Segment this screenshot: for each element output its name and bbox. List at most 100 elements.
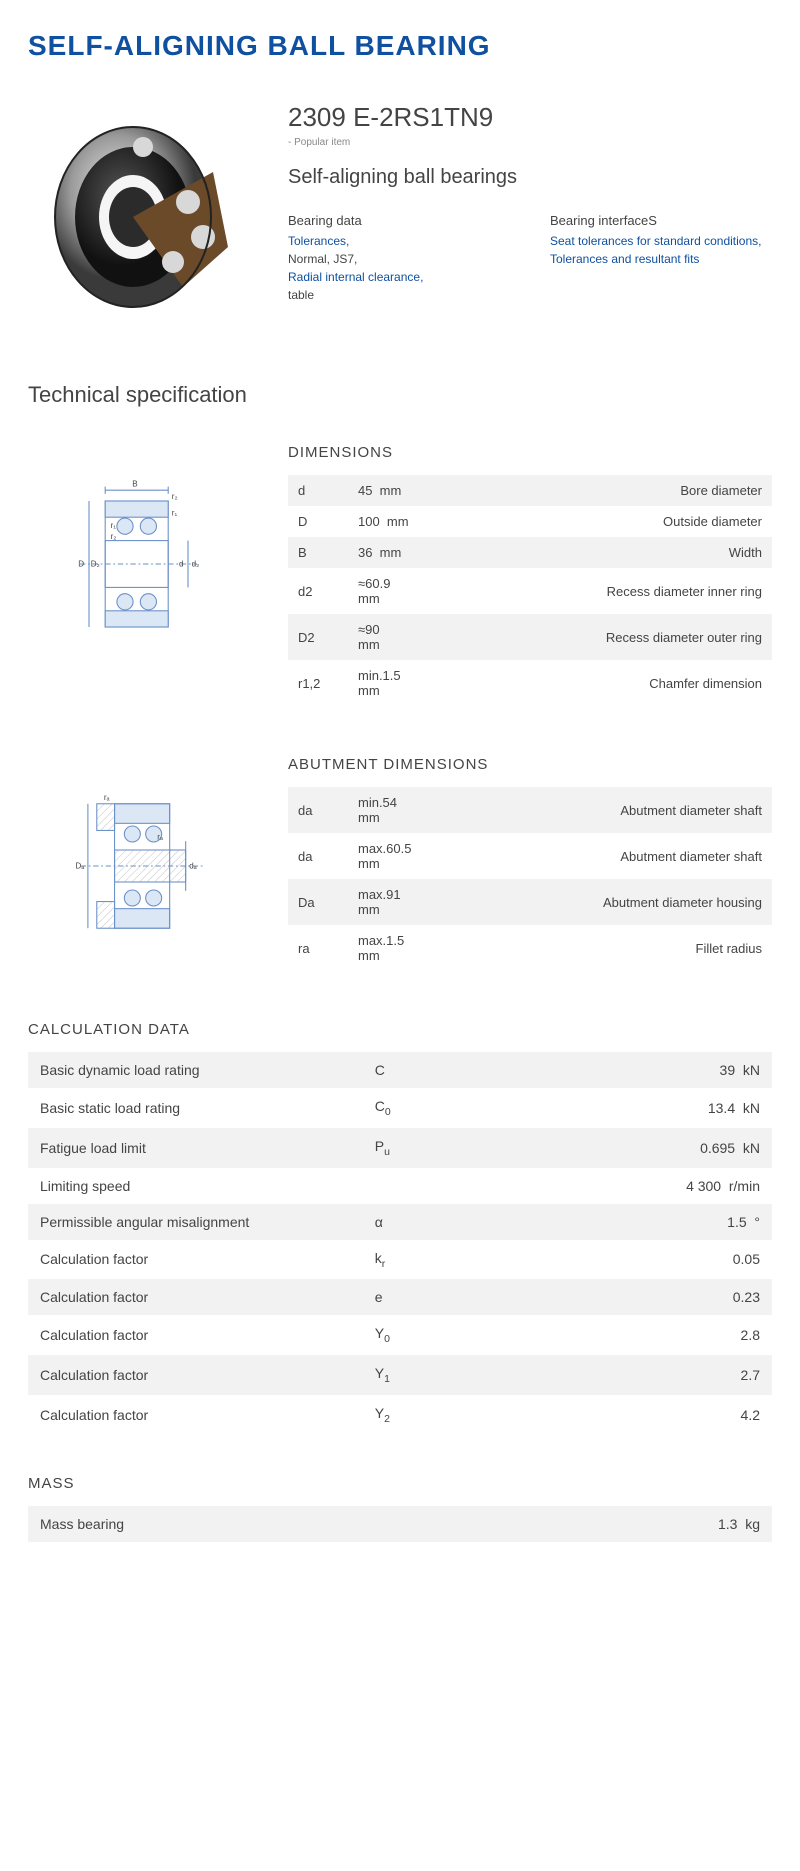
value-cell: 39 kN (512, 1052, 772, 1088)
desc-cell: Abutment diameter housing (458, 879, 772, 925)
table-row: ramax.1.5mmFillet radius (288, 925, 772, 971)
label-cell: Calculation factor (28, 1279, 363, 1315)
label-cell: Limiting speed (28, 1168, 363, 1204)
calculation-table: Basic dynamic load ratingC39 kNBasic sta… (28, 1052, 772, 1435)
value-cell: 4.2 (512, 1395, 772, 1435)
svg-text:rₐ: rₐ (104, 793, 111, 802)
desc-cell: Fillet radius (458, 925, 772, 971)
symbol-cell: D (288, 506, 348, 537)
symbol-cell: r1,2 (288, 660, 348, 706)
value-cell: 0.695 kN (512, 1128, 772, 1168)
value-cell: 0.23 (512, 1279, 772, 1315)
symbol-cell: Y0 (363, 1315, 512, 1355)
symbol-cell: D2 (288, 614, 348, 660)
product-image (28, 102, 258, 332)
table-row: damax.60.5mmAbutment diameter shaft (288, 833, 772, 879)
table-row: Permissible angular misalignmentα1.5 ° (28, 1204, 772, 1240)
symbol-cell: ra (288, 925, 348, 971)
symbol-cell: da (288, 787, 348, 833)
page-title: SELF-ALIGNING BALL BEARING (28, 30, 772, 62)
abutment-table: damin.54mmAbutment diameter shaftdamax.6… (288, 787, 772, 971)
value-cell: min.1.5mm (348, 660, 458, 706)
table-row: Calculation factorY12.7 (28, 1355, 772, 1395)
abutment-heading: ABUTMENT DIMENSIONS (288, 756, 772, 773)
symbol-cell: C (363, 1052, 512, 1088)
svg-text:d: d (179, 560, 184, 569)
cross-section-icon: B r₂ r₁ r₁ r₂ D D₂ d d₂ (53, 474, 233, 654)
value-cell: 0.05 (512, 1240, 772, 1280)
value-cell: 100 mm (348, 506, 458, 537)
table-row: Basic dynamic load ratingC39 kN (28, 1052, 772, 1088)
info-link[interactable]: Seat tolerances for standard conditions, (550, 234, 772, 248)
svg-text:dₐ: dₐ (189, 862, 197, 871)
value-cell: min.54mm (348, 787, 458, 833)
symbol-cell (363, 1506, 512, 1542)
svg-text:D₂: D₂ (91, 560, 100, 569)
value-cell: 1.3 kg (512, 1506, 772, 1542)
desc-cell: Recess diameter inner ring (458, 568, 772, 614)
label-cell: Permissible angular misalignment (28, 1204, 363, 1240)
svg-text:r₂: r₂ (172, 492, 178, 501)
label-cell: Calculation factor (28, 1395, 363, 1435)
dimensions-heading: DIMENSIONS (288, 444, 772, 461)
hero-row: 2309 E-2RS1TN9 - Popular item Self-align… (28, 102, 772, 332)
value-cell: 45 mm (348, 475, 458, 506)
table-row: d2≈60.9mmRecess diameter inner ring (288, 568, 772, 614)
svg-text:B: B (132, 480, 137, 489)
desc-cell: Abutment diameter shaft (458, 787, 772, 833)
bearing-interface-heading: Bearing interfaceS (550, 213, 772, 228)
table-row: Damax.91mmAbutment diameter housing (288, 879, 772, 925)
info-text: Normal, JS7, (288, 252, 510, 266)
value-cell: max.1.5mm (348, 925, 458, 971)
symbol-cell: d2 (288, 568, 348, 614)
label-cell: Calculation factor (28, 1355, 363, 1395)
value-cell: 36 mm (348, 537, 458, 568)
symbol-cell: d (288, 475, 348, 506)
info-link[interactable]: Radial internal clearance, (288, 270, 510, 284)
table-row: D2≈90mmRecess diameter outer ring (288, 614, 772, 660)
popular-note: - Popular item (288, 137, 772, 148)
dimensions-block: B r₂ r₁ r₁ r₂ D D₂ d d₂ DIMENSIONS d45 m… (28, 444, 772, 706)
info-link[interactable]: Tolerances and resultant fits (550, 252, 772, 266)
info-link[interactable]: Tolerances, (288, 234, 510, 248)
desc-cell: Outside diameter (458, 506, 772, 537)
symbol-cell: Pu (363, 1128, 512, 1168)
table-row: Calculation factorY24.2 (28, 1395, 772, 1435)
desc-cell: Chamfer dimension (458, 660, 772, 706)
label-cell: Calculation factor (28, 1315, 363, 1355)
abutment-icon: rₐ rₐ Dₐ dₐ (53, 786, 233, 946)
value-cell: 1.5 ° (512, 1204, 772, 1240)
symbol-cell: α (363, 1204, 512, 1240)
table-row: damin.54mmAbutment diameter shaft (288, 787, 772, 833)
symbol-cell (363, 1168, 512, 1204)
value-cell: 2.7 (512, 1355, 772, 1395)
dimensions-diagram: B r₂ r₁ r₁ r₂ D D₂ d d₂ (28, 444, 258, 654)
table-row: Calculation factorkr0.05 (28, 1240, 772, 1280)
value-cell: max.60.5mm (348, 833, 458, 879)
table-row: Fatigue load limitPu0.695 kN (28, 1128, 772, 1168)
bearing-interface-col: Bearing interfaceS Seat tolerances for s… (550, 213, 772, 306)
svg-text:r₁: r₁ (111, 521, 117, 530)
table-row: Mass bearing1.3 kg (28, 1506, 772, 1542)
symbol-cell: Da (288, 879, 348, 925)
abutment-diagram: rₐ rₐ Dₐ dₐ (28, 756, 258, 946)
value-cell: 13.4 kN (512, 1088, 772, 1128)
desc-cell: Recess diameter outer ring (458, 614, 772, 660)
symbol-cell: C0 (363, 1088, 512, 1128)
label-cell: Basic static load rating (28, 1088, 363, 1128)
table-row: B36 mmWidth (288, 537, 772, 568)
dimensions-table: d45 mmBore diameter D100 mmOutside diamet… (288, 475, 772, 706)
value-cell: 4 300 r/min (512, 1168, 772, 1204)
mass-heading: MASS (28, 1475, 772, 1492)
bearing-data-heading: Bearing data (288, 213, 510, 228)
symbol-cell: e (363, 1279, 512, 1315)
hero-info: 2309 E-2RS1TN9 - Popular item Self-align… (288, 102, 772, 332)
table-row: Calculation factore0.23 (28, 1279, 772, 1315)
bearing-icon (43, 117, 243, 317)
symbol-cell: kr (363, 1240, 512, 1280)
bearing-data-col: Bearing data Tolerances, Normal, JS7, Radi… (288, 213, 510, 306)
desc-cell: Bore diameter (458, 475, 772, 506)
svg-text:d₂: d₂ (192, 560, 200, 569)
value-cell: ≈60.9mm (348, 568, 458, 614)
label-cell: Basic dynamic load rating (28, 1052, 363, 1088)
